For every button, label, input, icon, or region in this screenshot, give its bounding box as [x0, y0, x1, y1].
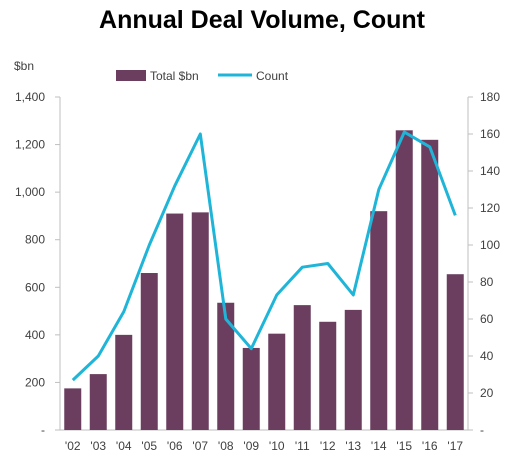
right-tick-label: 180: [480, 90, 500, 104]
x-tick-label: '14: [371, 439, 387, 453]
left-tick-label: 600: [25, 280, 45, 294]
right-tick-label: -: [480, 423, 484, 437]
x-tick-label: '09: [243, 439, 259, 453]
bar-06: [166, 213, 184, 430]
legend-label-count: Count: [256, 69, 289, 83]
x-tick-label: '07: [192, 439, 208, 453]
bar-17: [446, 274, 464, 430]
bar-05: [140, 273, 158, 430]
line-series-count: [71, 130, 457, 382]
left-tick-label: 1,200: [15, 138, 45, 152]
legend-swatch-total-bn: [116, 70, 146, 81]
right-tick-label: 120: [480, 201, 500, 215]
legend-label-total-bn: Total $bn: [150, 69, 199, 83]
right-axis-ticks: - 20 40 60 80 100 120 140 160 180: [468, 90, 500, 437]
x-tick-label: '17: [447, 439, 463, 453]
left-tick-label: 800: [25, 233, 45, 247]
x-tick-label: '10: [269, 439, 285, 453]
x-tick-label: '08: [218, 439, 234, 453]
x-tick-label: '03: [90, 439, 106, 453]
right-tick-label: 140: [480, 164, 500, 178]
x-tick-label: '12: [320, 439, 336, 453]
x-tick-label: '06: [167, 439, 183, 453]
x-tick-label: '11: [295, 439, 310, 453]
x-tick-label: '02: [65, 439, 81, 453]
bar-08: [217, 302, 235, 430]
left-tick-label: -: [41, 423, 45, 437]
right-tick-label: 100: [480, 238, 500, 252]
bar-15: [395, 130, 413, 431]
bar-02: [64, 388, 82, 430]
x-tick-label: '04: [116, 439, 132, 453]
bar-14: [370, 211, 388, 430]
right-tick-label: 80: [480, 275, 494, 289]
x-tick-label: '16: [422, 439, 438, 453]
left-axis-unit: $bn: [14, 59, 34, 73]
left-tick-label: 1,000: [15, 185, 45, 199]
legend: Total $bn Count: [116, 69, 289, 83]
right-tick-label: 20: [480, 386, 494, 400]
x-tick-label: '05: [141, 439, 157, 453]
bar-09: [242, 347, 260, 430]
bar-07: [191, 212, 209, 430]
bar-16: [421, 139, 439, 431]
chart-title: Annual Deal Volume, Count: [99, 6, 426, 34]
bar-04: [115, 334, 133, 430]
bar-12: [319, 321, 337, 430]
x-axis-ticks: '02 '03 '04 '05 '06 '07 '08 '09 '10 '11 '12 '13 '14 '…: [65, 439, 463, 453]
count-line: [71, 130, 457, 382]
right-tick-label: 40: [480, 349, 494, 363]
x-tick-label: '15: [396, 439, 412, 453]
bar-11: [293, 305, 311, 430]
left-tick-label: 400: [25, 328, 45, 342]
left-tick-label: 1,400: [15, 90, 45, 104]
left-tick-label: 200: [25, 375, 45, 389]
right-tick-label: 60: [480, 312, 494, 326]
x-tick-label: '13: [345, 439, 361, 453]
bar-10: [268, 333, 286, 430]
right-tick-label: 160: [480, 127, 500, 141]
bar-03: [89, 374, 107, 430]
left-axis-ticks: - 200 400 600 800 1,000 1,200 1,400: [15, 90, 60, 437]
bar-13: [344, 309, 362, 430]
bar-series-total-bn: [64, 130, 464, 431]
